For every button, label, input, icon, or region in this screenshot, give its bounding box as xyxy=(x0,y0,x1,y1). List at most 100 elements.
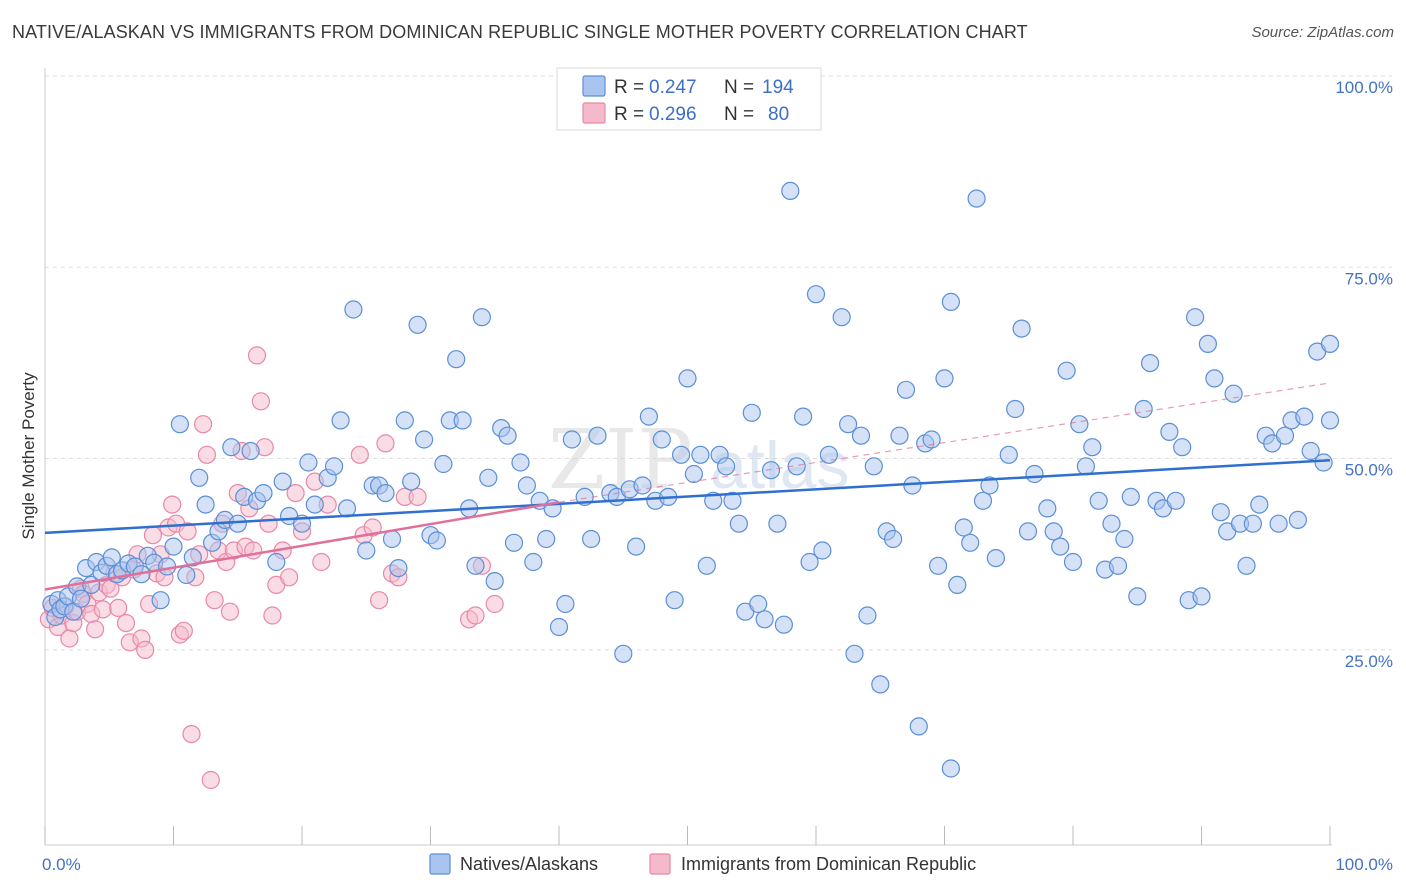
natives-point-84 xyxy=(581,529,601,549)
natives-point-99 xyxy=(684,464,704,484)
bottom-legend: Natives/Alaskans Immigrants from Dominic… xyxy=(429,853,976,875)
natives-point-55 xyxy=(389,558,408,578)
dominican-point-55 xyxy=(251,392,270,411)
dominican-point-18 xyxy=(109,598,128,618)
natives-point-38 xyxy=(254,484,273,503)
natives-point-44 xyxy=(305,495,324,514)
natives-point-193 xyxy=(1301,441,1320,461)
natives-point-69 xyxy=(479,468,498,487)
natives-point-24 xyxy=(164,537,183,556)
legend-r-value-2: 0.296 xyxy=(649,104,697,125)
natives-point-97 xyxy=(671,445,691,464)
natives-point-64 xyxy=(447,350,466,369)
natives-point-142 xyxy=(961,533,980,552)
x-tick-label-1: 100.0% xyxy=(1335,855,1393,874)
natives-point-111 xyxy=(761,461,781,480)
dominican-point-12 xyxy=(85,620,105,639)
dominican-point-25 xyxy=(136,640,155,660)
natives-point-36 xyxy=(241,441,260,461)
natives-point-8 xyxy=(71,589,91,608)
natives-point-116 xyxy=(793,407,813,426)
trend-lines xyxy=(44,382,1331,591)
natives-point-172 xyxy=(1166,491,1185,510)
natives-point-156 xyxy=(1063,552,1083,572)
natives-point-47 xyxy=(331,411,350,430)
trend-line-dominican xyxy=(44,501,560,591)
dominican-point-53 xyxy=(244,541,263,560)
natives-point-119 xyxy=(813,541,832,560)
natives-point-120 xyxy=(819,445,839,464)
dominican-point-36 xyxy=(178,522,197,541)
natives-point-177 xyxy=(1198,334,1218,353)
natives-point-197 xyxy=(1320,334,1340,353)
bottom-legend-swatch-pink xyxy=(649,853,671,875)
natives-point-100 xyxy=(691,445,710,464)
dominican-point-71 xyxy=(376,434,395,453)
natives-point-159 xyxy=(1083,438,1102,457)
natives-point-184 xyxy=(1243,514,1263,533)
natives-point-171 xyxy=(1160,422,1179,441)
natives-point-94 xyxy=(652,430,671,449)
natives-point-135 xyxy=(922,430,941,449)
dominican-point-75 xyxy=(408,487,427,506)
natives-point-73 xyxy=(504,533,524,552)
natives-point-27 xyxy=(183,548,202,567)
natives-point-153 xyxy=(1044,522,1063,541)
trend-line-dominican-extension xyxy=(558,382,1331,503)
grid-lines xyxy=(45,75,1392,651)
natives-point-123 xyxy=(845,644,864,663)
dominican-point-69 xyxy=(363,518,382,537)
dominican-point-27 xyxy=(143,526,162,545)
natives-point-192 xyxy=(1295,407,1314,426)
natives-point-144 xyxy=(973,491,993,510)
natives-point-138 xyxy=(941,292,961,311)
natives-point-50 xyxy=(357,541,376,560)
natives-point-46 xyxy=(325,457,344,476)
trend-line-natives xyxy=(44,458,1331,535)
legend-r-value-1: 0.247 xyxy=(649,77,697,98)
natives-point-158 xyxy=(1076,457,1096,476)
bottom-legend-swatch-blue xyxy=(429,853,451,875)
natives-point-148 xyxy=(1006,399,1025,419)
axes xyxy=(44,68,1332,846)
dominican-point-37 xyxy=(182,724,201,744)
natives-point-152 xyxy=(1038,499,1057,518)
natives-point-109 xyxy=(749,594,768,614)
natives-point-124 xyxy=(851,426,871,445)
natives-point-114 xyxy=(781,181,800,200)
natives-point-78 xyxy=(537,529,556,549)
legend-r-label-1: R = xyxy=(614,77,644,98)
natives-point-40 xyxy=(273,472,292,491)
natives-point-26 xyxy=(177,565,196,585)
natives-point-43 xyxy=(299,453,318,472)
legend: R = 0.247 N = 194 R = 0.296 N = 80 xyxy=(556,67,822,131)
natives-point-57 xyxy=(402,472,421,491)
series-natives-alaskans-points xyxy=(42,181,1340,778)
natives-point-98 xyxy=(678,369,697,388)
dominican-point-57 xyxy=(259,514,278,533)
natives-point-61 xyxy=(427,531,446,550)
legend-swatch-pink xyxy=(582,102,606,124)
natives-point-49 xyxy=(344,300,363,319)
natives-point-167 xyxy=(1134,399,1153,419)
chart-title: NATIVE/ALASKAN VS IMMIGRANTS FROM DOMINI… xyxy=(12,22,1028,42)
natives-point-178 xyxy=(1205,369,1224,388)
legend-n-label-1: N = xyxy=(724,77,754,98)
natives-point-126 xyxy=(864,457,883,476)
natives-point-154 xyxy=(1051,537,1070,556)
natives-point-151 xyxy=(1025,464,1044,484)
natives-point-196 xyxy=(1320,411,1340,430)
natives-point-22 xyxy=(151,591,170,610)
natives-point-149 xyxy=(1012,319,1031,338)
natives-point-80 xyxy=(549,617,569,637)
dominican-point-67 xyxy=(350,445,369,464)
dominican-point-41 xyxy=(197,445,216,464)
natives-point-129 xyxy=(883,529,903,549)
dominican-point-20 xyxy=(116,613,136,633)
natives-point-118 xyxy=(806,285,826,304)
dominican-point-77 xyxy=(466,606,485,625)
y-tick-label-0: 100.0% xyxy=(1335,78,1393,97)
y-tick-label-2: 50.0% xyxy=(1345,461,1393,480)
legend-r-label-2: R = xyxy=(614,104,644,125)
natives-point-150 xyxy=(1018,522,1038,541)
